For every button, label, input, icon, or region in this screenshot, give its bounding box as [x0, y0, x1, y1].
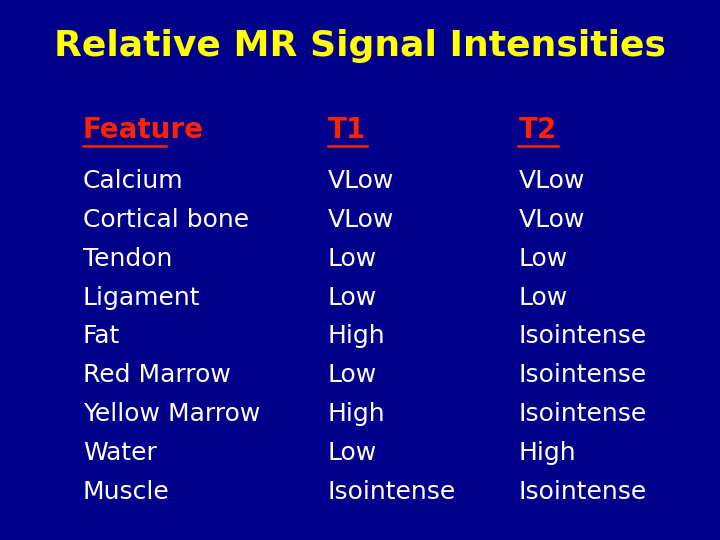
Text: Yellow Marrow: Yellow Marrow [83, 402, 260, 426]
Text: Isointense: Isointense [518, 402, 647, 426]
Text: VLow: VLow [328, 208, 394, 232]
Text: VLow: VLow [328, 169, 394, 193]
Text: T1: T1 [328, 116, 366, 144]
Text: Muscle: Muscle [83, 480, 169, 504]
Text: T2: T2 [518, 116, 557, 144]
Text: Fat: Fat [83, 325, 120, 348]
Text: Ligament: Ligament [83, 286, 200, 309]
Text: Water: Water [83, 441, 157, 465]
Text: Isointense: Isointense [518, 363, 647, 387]
Text: Low: Low [328, 286, 377, 309]
Text: Isointense: Isointense [518, 325, 647, 348]
Text: Low: Low [328, 363, 377, 387]
Text: Low: Low [518, 286, 567, 309]
Text: Cortical bone: Cortical bone [83, 208, 249, 232]
Text: Isointense: Isointense [518, 480, 647, 504]
Text: High: High [518, 441, 576, 465]
Text: Feature: Feature [83, 116, 204, 144]
Text: Low: Low [328, 247, 377, 271]
Text: Low: Low [518, 247, 567, 271]
Text: Calcium: Calcium [83, 169, 184, 193]
Text: Tendon: Tendon [83, 247, 172, 271]
Text: Relative MR Signal Intensities: Relative MR Signal Intensities [54, 29, 666, 63]
Text: VLow: VLow [518, 208, 585, 232]
Text: High: High [328, 325, 385, 348]
Text: High: High [328, 402, 385, 426]
Text: Isointense: Isointense [328, 480, 456, 504]
Text: VLow: VLow [518, 169, 585, 193]
Text: Red Marrow: Red Marrow [83, 363, 230, 387]
Text: Low: Low [328, 441, 377, 465]
